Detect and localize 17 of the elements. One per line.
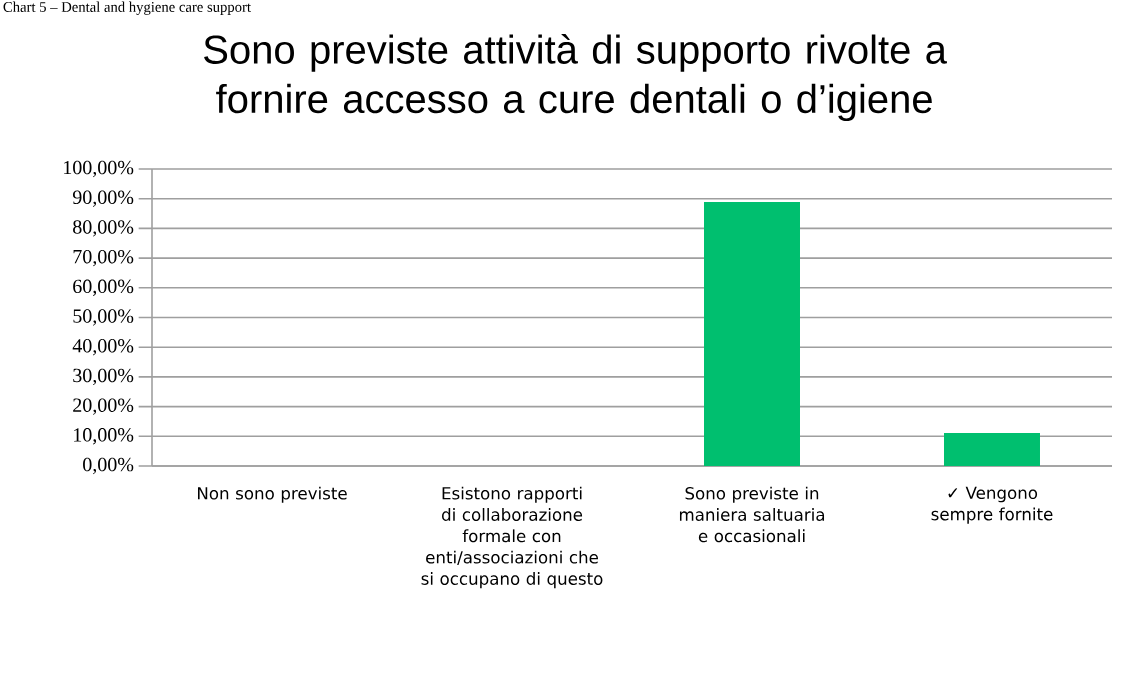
y-tick-label: 40,00%	[72, 339, 134, 356]
y-tick-label: 90,00%	[72, 190, 134, 207]
y-tick-label: 0,00%	[83, 457, 134, 475]
y-tick-label: 70,00%	[73, 249, 134, 267]
x-tick-label: Esistono rapporti di collaborazione formale con enti/associazioni che si occupano di questo	[421, 486, 603, 589]
y-tick-label: 50,00%	[73, 309, 134, 326]
caption: Chart 5 – Dental and hygiene care support	[3, 1, 251, 15]
chart-title: Sono previste attività di supporto rivolte a fornire accesso a cure dentali o d’igiene	[204, 34, 947, 122]
y-tick-label: 30,00%	[73, 368, 134, 386]
x-tick-label: ✓ Vengono sempre fornite	[931, 486, 1053, 524]
x-tick-label: Non sono previste	[198, 486, 347, 503]
y-tick-label: 100,00%	[64, 160, 134, 178]
x-tick-label: Sono previste in maniera saltuaria e occasionali	[679, 486, 825, 543]
y-tick-label: 80,00%	[73, 220, 134, 237]
y-tick-label: 20,00%	[73, 398, 134, 415]
y-tick-label: 60,00%	[73, 279, 134, 296]
y-tick-label: 10,00%	[74, 428, 134, 445]
